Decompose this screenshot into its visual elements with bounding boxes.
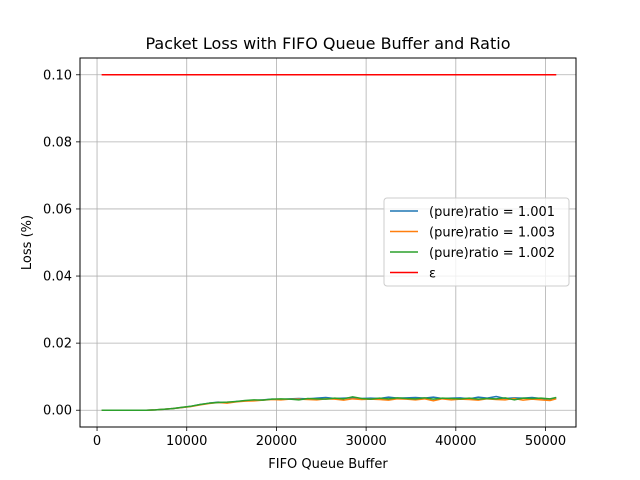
series-line (101, 396, 557, 411)
y-tick-label: 0.10 (43, 68, 72, 83)
legend-label: (pure)ratio = 1.002 (429, 246, 555, 261)
legend-box (383, 197, 570, 287)
chart-title: Packet Loss with FIFO Queue Buffer and R… (145, 34, 510, 53)
x-tick-label: 0 (93, 434, 101, 449)
y-tick-label: 0.00 (43, 404, 72, 419)
x-tick-label: 50000 (525, 434, 566, 449)
legend-label: (pure)ratio = 1.001 (429, 205, 555, 220)
x-tick-label: 30000 (345, 434, 386, 449)
legend: (pure)ratio = 1.001 (pure)ratio = 1.003 (p… (383, 197, 570, 287)
legend-label: (pure)ratio = 1.003 (429, 226, 555, 241)
y-tick-label: 0.06 (43, 202, 72, 217)
y-tick-label: 0.04 (43, 270, 72, 285)
x-tick-label: 10000 (166, 434, 207, 449)
y-tick-label: 0.08 (43, 135, 72, 150)
x-tick-label: 40000 (435, 434, 476, 449)
series-layer (101, 74, 557, 411)
x-axis-label: FIFO Queue Buffer (268, 457, 388, 472)
y-tick-label: 0.02 (43, 337, 72, 352)
x-tick-label: 20000 (256, 434, 297, 449)
ticks: 0 10000 20000 30000 40000 50000 0.00 0.02 0.04 0.… (43, 68, 566, 449)
y-axis-label: Loss (%) (20, 215, 35, 270)
legend-label: ε (429, 267, 436, 282)
plot-frame (79, 57, 577, 428)
